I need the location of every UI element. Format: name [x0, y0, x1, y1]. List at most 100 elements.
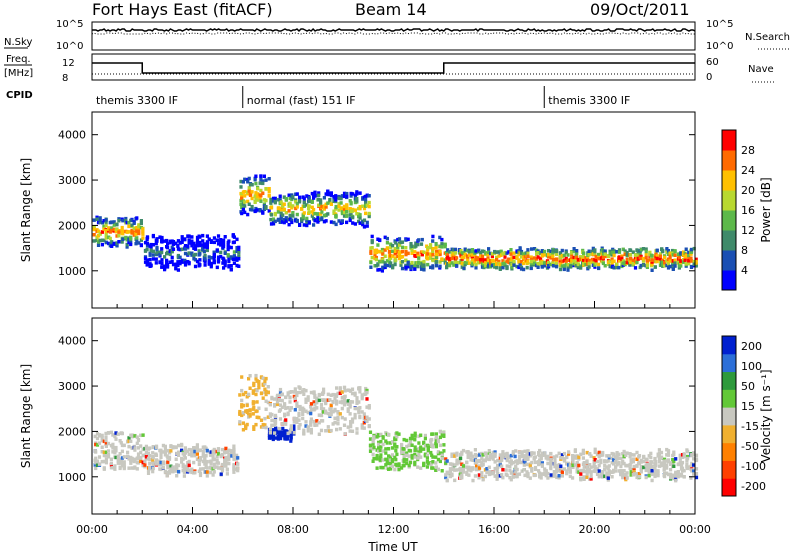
velocity-cell	[397, 432, 401, 436]
power-cell	[501, 252, 505, 256]
velocity-cell	[557, 476, 561, 480]
velocity-cell	[379, 456, 383, 461]
power-cell	[523, 251, 527, 256]
power-cell	[566, 258, 570, 262]
colorbar-tick-label: -200	[741, 480, 766, 493]
velocity-cell	[606, 478, 610, 482]
power-cell	[170, 245, 174, 250]
power-cell	[666, 261, 671, 266]
velocity-cell	[458, 460, 462, 465]
velocity-cell	[238, 393, 242, 397]
power-cell	[361, 196, 365, 200]
velocity-cell	[530, 460, 534, 465]
velocity-cell	[365, 419, 369, 424]
power-cell	[124, 235, 128, 240]
power-cell	[132, 221, 136, 225]
power-cell	[170, 259, 174, 264]
velocity-cell	[306, 425, 310, 429]
velocity-cell	[248, 409, 252, 413]
power-cell	[186, 244, 190, 248]
power-cell	[183, 260, 188, 265]
velocity-cell	[511, 472, 515, 477]
power-cell	[522, 252, 526, 256]
power-cell	[176, 247, 180, 251]
velocity-cell	[625, 463, 629, 468]
velocity-cell	[544, 471, 548, 475]
power-cell	[243, 210, 247, 215]
power-cell	[575, 249, 579, 253]
power-cell	[629, 260, 633, 265]
velocity-cell	[248, 386, 252, 390]
velocity-cell	[393, 467, 397, 472]
velocity-cell	[365, 405, 369, 409]
power-cell	[171, 262, 176, 267]
power-cell	[256, 194, 260, 199]
colorbar-tick-label: 20	[741, 184, 755, 197]
power-cell	[610, 257, 614, 261]
power-cell	[239, 202, 243, 207]
power-cell	[284, 219, 288, 223]
power-cell	[533, 256, 537, 260]
velocity-cell	[220, 452, 225, 457]
velocity-cell	[261, 422, 265, 427]
power-cell	[307, 210, 311, 214]
power-cell	[391, 264, 395, 268]
x-tick-label: 20:00	[579, 523, 611, 536]
velocity-cell	[273, 414, 278, 419]
power-cell	[201, 247, 205, 251]
power-cell	[155, 247, 159, 251]
power-cell	[692, 260, 696, 265]
velocity-cell	[306, 398, 310, 402]
velocity-cell	[146, 471, 151, 475]
freq-label: Freq.	[6, 54, 31, 65]
velocity-cell	[317, 413, 321, 417]
cpid-label: CPID	[6, 90, 33, 101]
velocity-cell	[313, 403, 317, 407]
velocity-cell	[355, 401, 359, 405]
power-cell	[235, 237, 239, 242]
power-cell	[687, 259, 691, 263]
velocity-cell	[141, 453, 145, 458]
velocity-cell	[313, 407, 317, 411]
freq-trace	[92, 62, 695, 74]
velocity-cell	[104, 442, 108, 446]
power-cell	[564, 256, 568, 261]
power-cell	[633, 253, 638, 257]
power-cell	[305, 216, 309, 221]
velocity-cell	[106, 449, 111, 453]
power-cell	[549, 253, 553, 257]
power-cell	[262, 174, 266, 178]
power-cell	[422, 263, 426, 267]
power-cell	[232, 250, 236, 254]
power-cell	[536, 251, 540, 255]
freq-box	[91, 53, 696, 81]
power-cell	[307, 221, 311, 225]
velocity-cell	[340, 415, 344, 420]
power-cell	[342, 204, 347, 209]
power-cell	[587, 259, 591, 263]
velocity-cell	[493, 474, 497, 478]
power-cell	[487, 247, 491, 251]
velocity-cell	[659, 463, 664, 468]
velocity-cell	[151, 451, 155, 455]
velocity-cell	[665, 459, 669, 463]
power-cell	[117, 219, 121, 223]
power-cell	[212, 260, 216, 265]
velocity-cell	[605, 454, 609, 458]
x-tick-label: 00:00	[76, 523, 108, 536]
velocity-cell	[588, 452, 592, 456]
power-cell	[477, 261, 481, 265]
power-cell	[560, 259, 564, 264]
power-cell	[566, 268, 570, 272]
power-cell	[477, 258, 481, 262]
power-cell	[429, 245, 433, 250]
velocity-cell	[552, 455, 556, 459]
velocity-cell	[379, 453, 383, 457]
velocity-cell	[581, 456, 585, 460]
velocity-cell	[425, 465, 429, 469]
velocity-cell	[471, 467, 475, 471]
power-cell	[279, 211, 283, 216]
power-cell	[100, 242, 104, 247]
velocity-cell	[252, 405, 256, 410]
velocity-cell	[109, 457, 113, 461]
